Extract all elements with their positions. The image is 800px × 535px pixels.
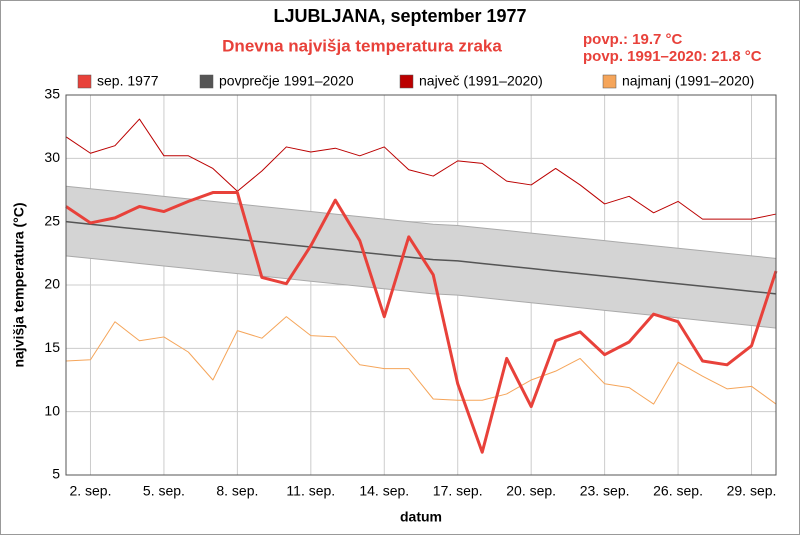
chart-subtitle: Dnevna najvišja temperatura zraka xyxy=(222,36,502,55)
legend-label: sep. 1977 xyxy=(97,73,159,89)
chart-title: LJUBLJANA, september 1977 xyxy=(273,6,526,26)
legend-swatch xyxy=(77,74,92,89)
legend-label: največ (1991–2020) xyxy=(419,73,543,89)
x-tick-label: 20. sep. xyxy=(506,483,556,499)
x-tick-label: 5. sep. xyxy=(143,483,185,499)
y-axis-label: najvišja temperatura (°C) xyxy=(11,202,27,367)
y-tick-label: 5 xyxy=(52,466,60,482)
legend-label: povprečje 1991–2020 xyxy=(219,73,354,89)
x-tick-label: 29. sep. xyxy=(727,483,777,499)
legend-label: najmanj (1991–2020) xyxy=(622,73,754,89)
x-tick-label: 14. sep. xyxy=(359,483,409,499)
line xyxy=(65,316,777,405)
x-tick-label: 11. sep. xyxy=(286,483,335,499)
x-tick-label: 2. sep. xyxy=(69,483,111,499)
y-tick-label: 35 xyxy=(44,86,60,102)
annotation: povp. 1991–2020: 21.8 °C xyxy=(583,48,762,65)
line xyxy=(65,118,777,220)
y-tick-label: 30 xyxy=(44,149,60,165)
x-tick-label: 26. sep. xyxy=(653,483,703,499)
y-tick-label: 15 xyxy=(44,339,60,355)
x-tick-label: 17. sep. xyxy=(433,483,483,499)
y-tick-label: 10 xyxy=(44,402,60,418)
legend-swatch xyxy=(199,74,214,89)
y-tick-label: 20 xyxy=(44,276,60,292)
legend-swatch xyxy=(399,74,414,89)
x-axis-label: datum xyxy=(400,509,442,525)
legend-swatch xyxy=(602,74,617,89)
line xyxy=(65,191,778,454)
annotation: povp.: 19.7 °C xyxy=(583,31,683,48)
x-tick-label: 23. sep. xyxy=(580,483,630,499)
plot-border xyxy=(65,94,777,476)
x-tick-label: 8. sep. xyxy=(216,483,258,499)
y-tick-label: 25 xyxy=(44,212,60,228)
